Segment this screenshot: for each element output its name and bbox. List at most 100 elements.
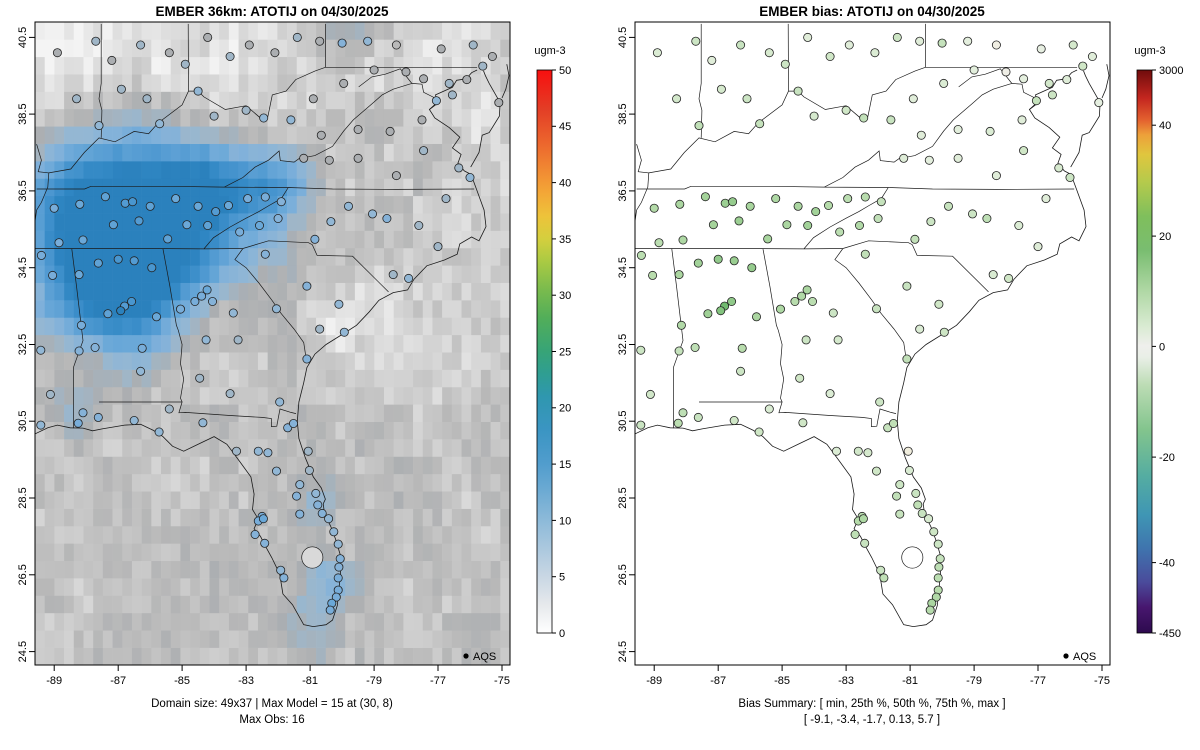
svg-text:10: 10 [559, 515, 571, 527]
svg-text:-87: -87 [110, 675, 126, 687]
svg-text:38.5: 38.5 [617, 103, 629, 124]
station-point [103, 309, 113, 319]
model-panel-title: EMBER 36km: ATOTIJ on 04/30/2025 [155, 4, 389, 19]
station-point [807, 296, 817, 306]
svg-text:-85: -85 [174, 675, 190, 687]
station-point [136, 40, 146, 50]
station-point [780, 59, 790, 69]
station-point [803, 220, 813, 230]
station-point [876, 197, 886, 207]
station-point [91, 36, 101, 46]
station-point [100, 192, 110, 202]
station-point [171, 194, 181, 204]
station-point [75, 199, 85, 209]
station-point [254, 220, 264, 230]
station-point [363, 36, 373, 46]
station-point [745, 201, 755, 211]
station-point [151, 312, 161, 322]
station-point [324, 514, 334, 524]
station-point [833, 335, 843, 345]
station-point [636, 420, 646, 430]
station-point [431, 96, 441, 106]
station-point [654, 238, 664, 248]
station-point [253, 446, 263, 456]
station-point [854, 220, 864, 230]
coastline [35, 64, 510, 628]
station-point [401, 67, 411, 77]
model-state-borders [35, 23, 510, 628]
svg-text:38.5: 38.5 [17, 103, 29, 124]
station-point [727, 296, 737, 306]
model-colorbar: 0 5 10 15 20 25 30 35 40 45 50 [536, 65, 571, 640]
station-point [311, 488, 321, 498]
station-point [279, 573, 289, 583]
station-point [419, 146, 429, 156]
station-point [798, 418, 808, 428]
station-point [129, 256, 139, 266]
station-point [315, 324, 325, 334]
station-point [315, 36, 325, 46]
station-point [700, 192, 710, 202]
station-point [258, 514, 268, 524]
station-point [316, 130, 326, 140]
station-point [231, 446, 241, 456]
station-point [271, 466, 281, 476]
svg-text:32.5: 32.5 [617, 334, 629, 355]
station-point [674, 270, 684, 280]
station-point [164, 48, 174, 58]
station-point [326, 217, 336, 227]
station-point [313, 500, 323, 510]
station-point [304, 465, 314, 475]
station-point [45, 389, 55, 399]
svg-text:-85: -85 [774, 675, 790, 687]
station-point [888, 418, 898, 428]
station-point [244, 40, 254, 50]
station-point [953, 153, 963, 163]
station-point [795, 373, 805, 383]
station-point [292, 491, 302, 501]
station-point [233, 335, 243, 345]
station-point [911, 488, 921, 498]
station-point [988, 270, 998, 280]
station-point [142, 94, 152, 104]
station-point [691, 36, 701, 46]
station-point [828, 308, 838, 318]
station-point [1004, 273, 1014, 283]
bias-colorbar: 3000 40 20 0 -20 -40 -450 [1136, 65, 1183, 640]
station-point [729, 415, 739, 425]
svg-text:-75: -75 [1094, 675, 1110, 687]
station-point [203, 220, 213, 230]
station-point [367, 209, 377, 219]
svg-text:-40: -40 [1159, 557, 1175, 569]
station-point [929, 527, 939, 537]
station-point [193, 201, 203, 211]
model-plot-frame [34, 21, 511, 666]
svg-text:50: 50 [559, 65, 571, 77]
station-point [116, 84, 126, 94]
station-point [875, 397, 885, 407]
station-point [636, 345, 646, 355]
svg-text:26.5: 26.5 [617, 564, 629, 585]
station-point [303, 446, 313, 456]
bias-station-points [636, 32, 1104, 615]
station-point [708, 220, 718, 230]
bias-plot-frame [634, 21, 1111, 666]
station-point [902, 281, 912, 291]
svg-text:3000: 3000 [1159, 65, 1183, 77]
bias-aqs-legend: AQS [1063, 651, 1096, 663]
svg-text:26.5: 26.5 [17, 564, 29, 585]
station-point [211, 207, 221, 217]
station-point [734, 216, 744, 226]
station-point [736, 40, 746, 50]
svg-text:30.5: 30.5 [17, 410, 29, 431]
station-point [260, 249, 270, 259]
station-point [241, 105, 251, 115]
station-point [454, 163, 464, 173]
svg-text:32.5: 32.5 [17, 334, 29, 355]
station-point [763, 234, 773, 244]
svg-text:40.5: 40.5 [617, 27, 629, 48]
svg-text:24.5: 24.5 [17, 641, 29, 662]
station-point [693, 258, 703, 268]
station-point [36, 250, 46, 260]
